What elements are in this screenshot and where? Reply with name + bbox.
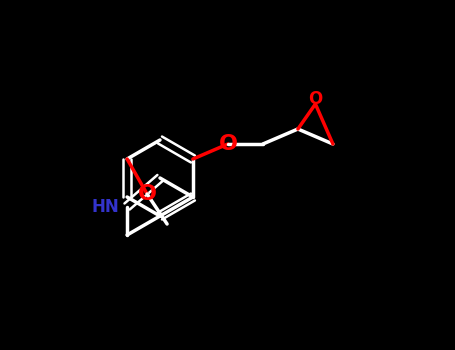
Text: HN: HN <box>91 197 119 216</box>
Text: O: O <box>137 184 157 204</box>
Text: O: O <box>308 90 323 108</box>
Text: O: O <box>218 134 238 154</box>
